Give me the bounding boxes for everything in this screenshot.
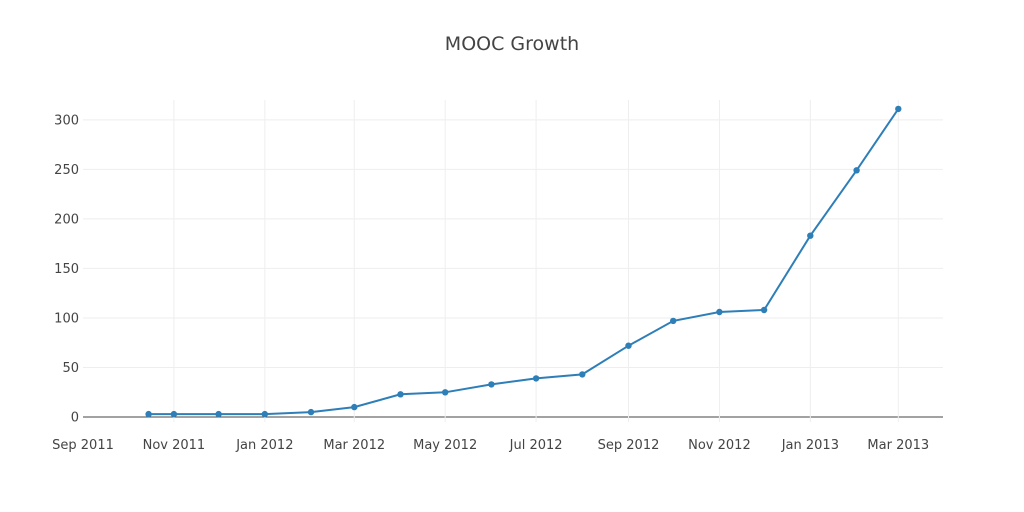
data-point[interactable] bbox=[853, 167, 860, 174]
data-point[interactable] bbox=[895, 105, 902, 113]
y-axis: 0 50 100 150 200 250 300 bbox=[54, 113, 79, 425]
data-point[interactable] bbox=[351, 403, 358, 411]
x-tick-label: Nov 2011 bbox=[143, 438, 206, 453]
data-point[interactable] bbox=[716, 308, 723, 316]
data-point[interactable] bbox=[625, 342, 632, 349]
data-point[interactable] bbox=[579, 371, 586, 378]
data-point[interactable] bbox=[532, 375, 540, 382]
data-point[interactable] bbox=[261, 410, 268, 418]
chart-title: MOOC Growth bbox=[445, 33, 579, 55]
x-tick-label: Sep 2012 bbox=[598, 438, 660, 453]
x-tick-label: Nov 2012 bbox=[688, 438, 751, 453]
series-line bbox=[148, 108, 900, 416]
x-tick-label: Jul 2012 bbox=[509, 438, 563, 453]
y-tick-label: 250 bbox=[54, 163, 79, 178]
data-point[interactable] bbox=[488, 381, 495, 388]
data-point[interactable] bbox=[170, 410, 178, 418]
x-tick-label: Jan 2012 bbox=[235, 438, 293, 453]
data-point[interactable] bbox=[397, 391, 404, 398]
y-tick-label: 50 bbox=[62, 361, 79, 376]
data-point[interactable] bbox=[307, 408, 315, 416]
y-tick-label: 300 bbox=[54, 113, 79, 128]
data-point[interactable] bbox=[760, 306, 768, 314]
grid bbox=[83, 100, 943, 422]
x-tick-label: Sep 2011 bbox=[52, 438, 114, 453]
data-point[interactable] bbox=[215, 410, 222, 418]
y-tick-label: 150 bbox=[54, 262, 79, 277]
data-point[interactable] bbox=[670, 317, 677, 325]
series-layer bbox=[145, 105, 902, 418]
data-point[interactable] bbox=[807, 232, 814, 239]
data-point[interactable] bbox=[442, 389, 449, 396]
x-tick-label: Mar 2013 bbox=[867, 438, 929, 453]
y-tick-label: 200 bbox=[54, 212, 79, 227]
x-axis: Sep 2011 Nov 2011 Jan 2012 Mar 2012 May 2012… bbox=[52, 438, 929, 453]
y-tick-label: 100 bbox=[54, 311, 79, 326]
x-tick-label: Mar 2012 bbox=[323, 438, 385, 453]
y-tick-label: 0 bbox=[71, 411, 79, 426]
data-point[interactable] bbox=[145, 410, 152, 418]
x-tick-label: Jan 2013 bbox=[781, 438, 839, 453]
x-tick-label: May 2012 bbox=[413, 438, 477, 453]
